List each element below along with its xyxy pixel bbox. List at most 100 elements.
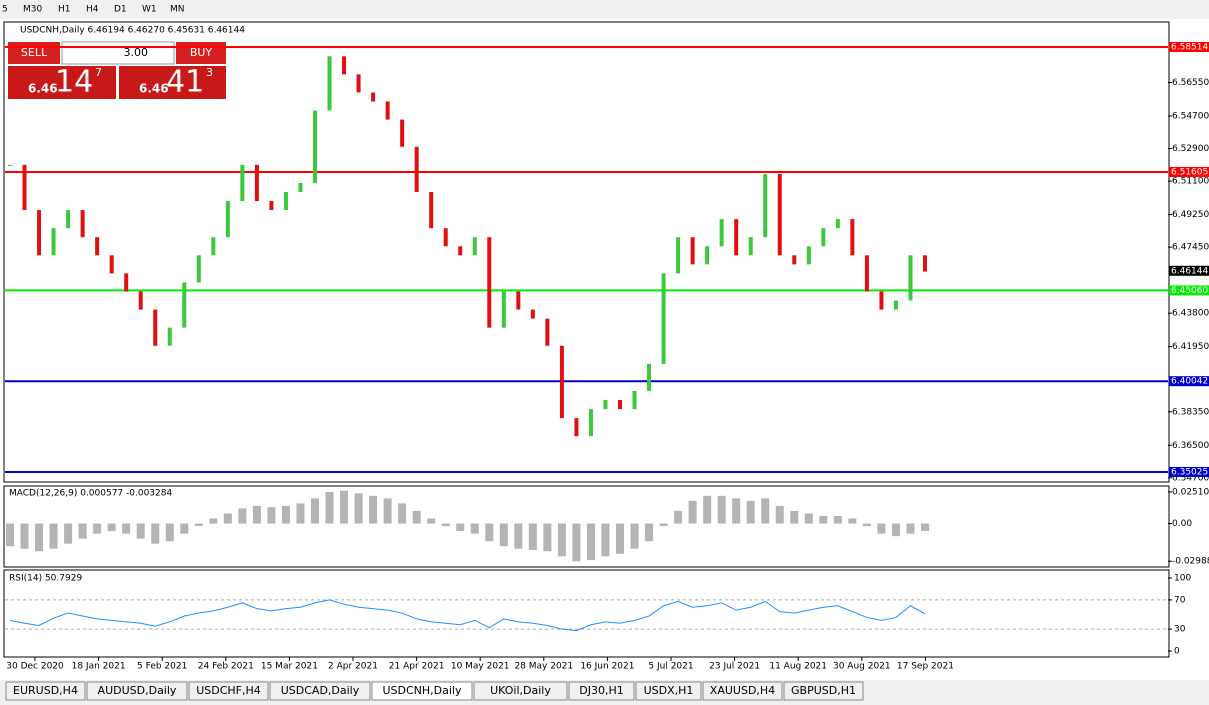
lot-value: 3.00 xyxy=(124,46,149,59)
macd-bar xyxy=(543,523,552,552)
candle xyxy=(37,210,42,256)
candle xyxy=(254,164,259,202)
macd-bar xyxy=(499,523,508,547)
candle xyxy=(414,146,419,192)
candle xyxy=(283,191,288,211)
macd-bar xyxy=(688,500,697,524)
macd-bar xyxy=(281,505,290,524)
macd-bar xyxy=(64,523,73,544)
ask-box[interactable] xyxy=(119,66,226,99)
level-label: 6.45060 xyxy=(1171,286,1208,296)
tab[interactable] xyxy=(269,681,371,701)
candle xyxy=(385,101,390,120)
macd-bar xyxy=(848,518,857,524)
tab-label: DJ30,H1 xyxy=(579,684,623,697)
candle xyxy=(821,228,826,247)
macd-bar xyxy=(238,508,247,524)
x-tick-label: 23 Jul 2021 xyxy=(709,662,760,672)
macd-bar xyxy=(833,515,842,524)
macd-bar xyxy=(180,523,189,534)
tab[interactable] xyxy=(783,681,864,701)
candle xyxy=(835,219,840,229)
macd-bar xyxy=(746,500,755,524)
main-frame xyxy=(3,21,1170,483)
level-label: 6.51605 xyxy=(1171,167,1208,177)
ask-main: 41 xyxy=(166,65,204,100)
x-tick-label: 18 Jan 2021 xyxy=(72,662,126,672)
macd-bar xyxy=(761,498,770,524)
candle xyxy=(269,201,274,211)
candle xyxy=(545,318,550,346)
tab[interactable] xyxy=(568,681,635,701)
x-tick-label: 30 Dec 2020 xyxy=(6,662,64,672)
timeframe-button[interactable]: W1 xyxy=(142,5,157,15)
y-tick-label: 6.54700 xyxy=(1172,111,1209,121)
macd-bar xyxy=(528,523,537,550)
candle xyxy=(22,164,27,211)
level-label-bg xyxy=(1169,41,1209,52)
macd-bar xyxy=(921,523,929,532)
tab-label: GBPUSD,H1 xyxy=(791,684,856,697)
timeframe-button[interactable]: MN xyxy=(170,5,185,15)
macd-bar xyxy=(35,523,44,552)
candle xyxy=(923,255,927,272)
lot-input[interactable] xyxy=(61,41,175,65)
timeframe-button[interactable]: H1 xyxy=(58,5,71,15)
candle xyxy=(574,418,579,437)
candle xyxy=(850,219,855,256)
tab[interactable] xyxy=(702,681,783,701)
level-label-bg xyxy=(1169,285,1209,296)
tab[interactable] xyxy=(371,681,473,701)
x-tick-label: 16 Jun 2021 xyxy=(580,662,634,672)
candle xyxy=(356,74,361,93)
y-tick-label: 30 xyxy=(1174,625,1186,635)
bid-big: 6.46 xyxy=(28,82,58,96)
toolbar xyxy=(0,0,1209,18)
candle xyxy=(705,246,710,265)
candle xyxy=(51,228,56,256)
candle xyxy=(8,164,12,166)
macd-bar xyxy=(49,523,58,549)
chart-window xyxy=(0,19,1209,680)
y-tick-label: 0.025108 xyxy=(1172,487,1209,497)
timeframe-button[interactable]: M30 xyxy=(23,5,42,15)
macd-bar xyxy=(586,523,595,561)
buy-label: BUY xyxy=(190,46,213,59)
macd-bar xyxy=(223,513,232,524)
y-tick-label: 0.00 xyxy=(1172,519,1192,529)
macd-bar xyxy=(441,523,450,527)
y-tick-label: 6.56550 xyxy=(1172,78,1209,88)
macd-bar xyxy=(557,523,566,557)
tab[interactable] xyxy=(635,681,702,701)
level-label-bg xyxy=(1169,466,1209,477)
candle xyxy=(777,173,782,256)
sell-label: SELL xyxy=(21,46,48,59)
symbol-info: USDCNH,Daily 6.46194 6.46270 6.45631 6.4… xyxy=(20,26,245,36)
x-tick-label: 2 Apr 2021 xyxy=(328,662,378,672)
candle xyxy=(792,255,797,265)
tab[interactable] xyxy=(188,681,269,701)
tab[interactable] xyxy=(473,681,568,701)
y-tick-label: 0 xyxy=(1174,647,1180,657)
current-price: 6.46144 xyxy=(1171,266,1208,276)
tab[interactable] xyxy=(86,681,188,701)
y-tick-label: 6.38350 xyxy=(1172,407,1209,417)
macd-bar xyxy=(819,515,828,524)
tab[interactable] xyxy=(5,681,86,701)
bid-box[interactable] xyxy=(8,66,116,99)
candle xyxy=(443,228,448,247)
macd-bar xyxy=(485,523,494,542)
macd-bar xyxy=(209,518,218,524)
timeframe-button[interactable]: 5 xyxy=(2,5,8,15)
macd-bar xyxy=(891,523,900,537)
macd-bar xyxy=(659,523,668,527)
timeframe-button[interactable]: H4 xyxy=(86,5,99,15)
candle xyxy=(618,400,622,410)
timeframe-button[interactable]: D1 xyxy=(114,5,127,15)
macd-bar xyxy=(862,523,871,527)
candle xyxy=(879,291,884,310)
ask-big: 6.46 xyxy=(139,82,169,96)
tab-label: XAUUSD,H4 xyxy=(710,684,775,697)
candle xyxy=(196,255,201,283)
